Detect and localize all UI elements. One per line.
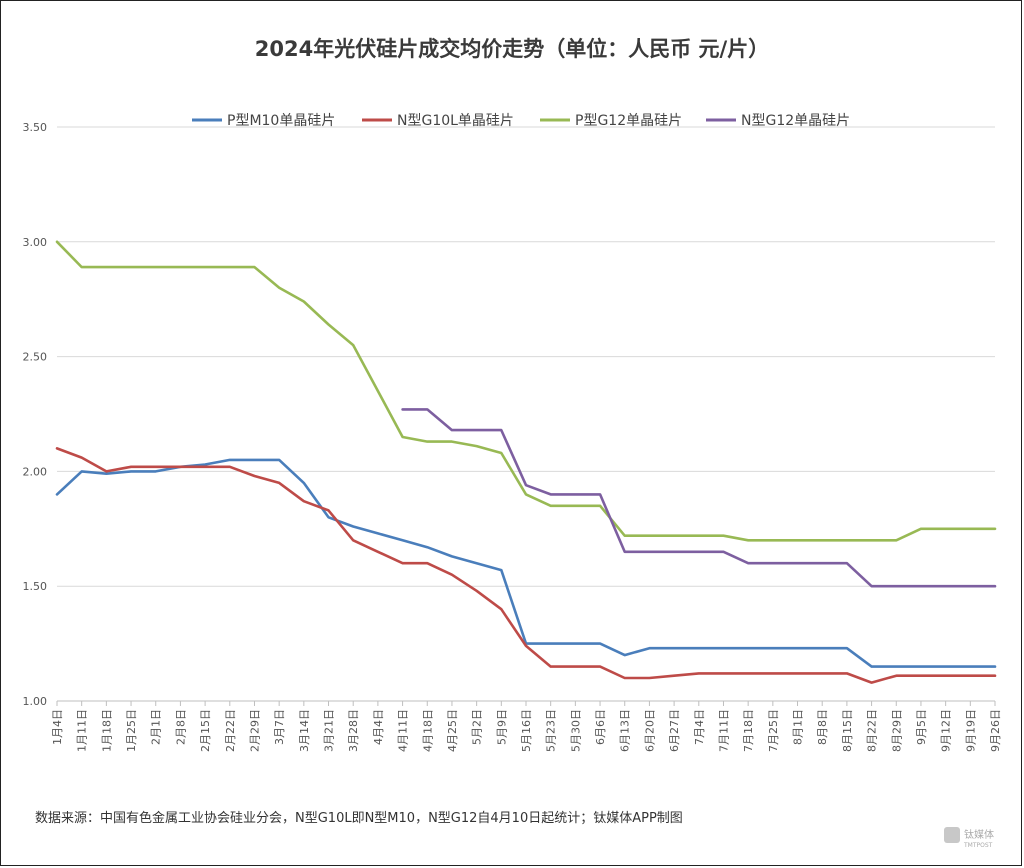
x-tick-label: 9月26日 — [989, 709, 1002, 752]
x-tick-label: 3月7日 — [273, 709, 286, 745]
legend-label: N型G12单晶硅片 — [741, 113, 850, 129]
x-tick-label: 5月23日 — [545, 709, 558, 752]
series-line-1 — [55, 458, 997, 668]
y-tick-label: 3.50 — [23, 121, 48, 134]
x-tick-label: 2月1日 — [150, 709, 163, 745]
x-tick-label: 2月22日 — [224, 709, 237, 752]
x-tick-label: 8月8日 — [816, 709, 829, 745]
legend-label: N型G10L单晶硅片 — [397, 113, 514, 129]
x-tick-label: 5月2日 — [471, 709, 484, 745]
y-tick-label: 2.00 — [23, 465, 48, 478]
series-lines — [55, 240, 997, 684]
x-tick-label: 6月27日 — [668, 709, 681, 752]
x-tick-label: 1月18日 — [100, 709, 113, 752]
x-tick-label: 1月11日 — [76, 709, 89, 752]
x-tick-label: 7月11日 — [717, 709, 730, 752]
x-tick-label: 6月6日 — [594, 709, 607, 745]
y-axis: 1.00 1.50 2.00 2.50 3.00 3.50 — [23, 121, 48, 708]
series-line-3 — [55, 240, 997, 542]
source-note: 数据来源：中国有色金属工业协会硅业分会，N型G10L即N型M10，N型G12自4… — [35, 810, 683, 826]
x-tick-label: 8月22日 — [866, 709, 879, 752]
legend-label: P型G12单晶硅片 — [575, 113, 682, 129]
x-tick-label: 4月18日 — [421, 709, 434, 752]
y-tick-label: 1.50 — [23, 580, 48, 593]
x-tick-label: 9月5日 — [915, 709, 928, 745]
x-tick-label: 1月25日 — [125, 709, 138, 752]
x-tick-label: 7月18日 — [742, 709, 755, 752]
legend-label: P型M10单晶硅片 — [227, 113, 335, 129]
x-tick-label: 5月16日 — [520, 709, 533, 752]
x-tick-label: 7月25日 — [767, 709, 780, 752]
y-tick-label: 2.50 — [23, 351, 48, 364]
x-tick-label: 5月9日 — [495, 709, 508, 745]
x-tick-label: 2月15日 — [199, 709, 212, 752]
x-tick-label: 4月11日 — [397, 709, 410, 752]
x-axis: 1月4日 1月11日 1月18日 1月25日 2月1日 2月8日 2月15日 2月22日 2月2… — [51, 701, 1002, 752]
x-tick-label: 1月4日 — [51, 709, 64, 745]
grid — [57, 126, 995, 702]
series-line-2 — [55, 447, 997, 684]
x-tick-label: 7月4日 — [693, 709, 706, 745]
x-tick-label: 4月4日 — [372, 709, 385, 745]
x-tick-label: 6月20日 — [643, 709, 656, 752]
watermark-subtext: TMTPOST — [963, 842, 993, 849]
y-tick-label: 3.00 — [23, 236, 48, 249]
x-tick-label: 2月29日 — [248, 709, 261, 752]
x-tick-label: 2月8日 — [174, 709, 187, 745]
watermark-icon — [944, 827, 960, 843]
x-tick-label: 3月21日 — [323, 709, 336, 752]
x-tick-label: 9月19日 — [964, 709, 977, 752]
x-tick-label: 3月14日 — [298, 709, 311, 752]
x-tick-label: 9月12日 — [940, 709, 953, 752]
x-tick-label: 8月15日 — [841, 709, 854, 752]
watermark-logo: 钛媒体 TMTPOST — [944, 827, 994, 849]
legend: P型M10单晶硅片 N型G10L单晶硅片 P型G12单晶硅片 N型G12单晶硅片 — [192, 113, 850, 129]
chart-title: 2024年光伏硅片成交均价走势（单位：人民币 元/片） — [255, 37, 769, 61]
x-tick-label: 5月30日 — [569, 709, 582, 752]
x-tick-label: 6月13日 — [619, 709, 632, 752]
x-tick-label: 4月25日 — [446, 709, 459, 752]
x-tick-label: 8月29日 — [890, 709, 903, 752]
y-tick-label: 1.00 — [23, 695, 48, 708]
series-line-4 — [401, 408, 997, 588]
x-tick-label: 3月28日 — [347, 709, 360, 752]
x-tick-label: 8月1日 — [792, 709, 805, 745]
watermark-text: 钛媒体 — [964, 829, 994, 841]
